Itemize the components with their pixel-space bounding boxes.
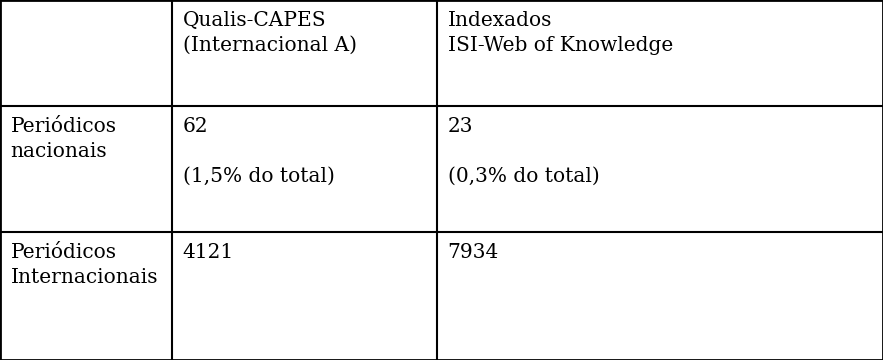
Text: 4121: 4121 <box>183 243 234 262</box>
Text: Indexados
ISI-Web of Knowledge: Indexados ISI-Web of Knowledge <box>448 11 673 55</box>
Text: 23

(0,3% do total): 23 (0,3% do total) <box>448 117 600 186</box>
Text: Qualis-CAPES
(Internacional A): Qualis-CAPES (Internacional A) <box>183 11 357 55</box>
Text: 62

(1,5% do total): 62 (1,5% do total) <box>183 117 335 186</box>
Text: Periódicos
nacionais: Periódicos nacionais <box>11 117 117 161</box>
Text: 7934: 7934 <box>448 243 499 262</box>
Text: Periódicos
Internacionais: Periódicos Internacionais <box>11 243 158 287</box>
